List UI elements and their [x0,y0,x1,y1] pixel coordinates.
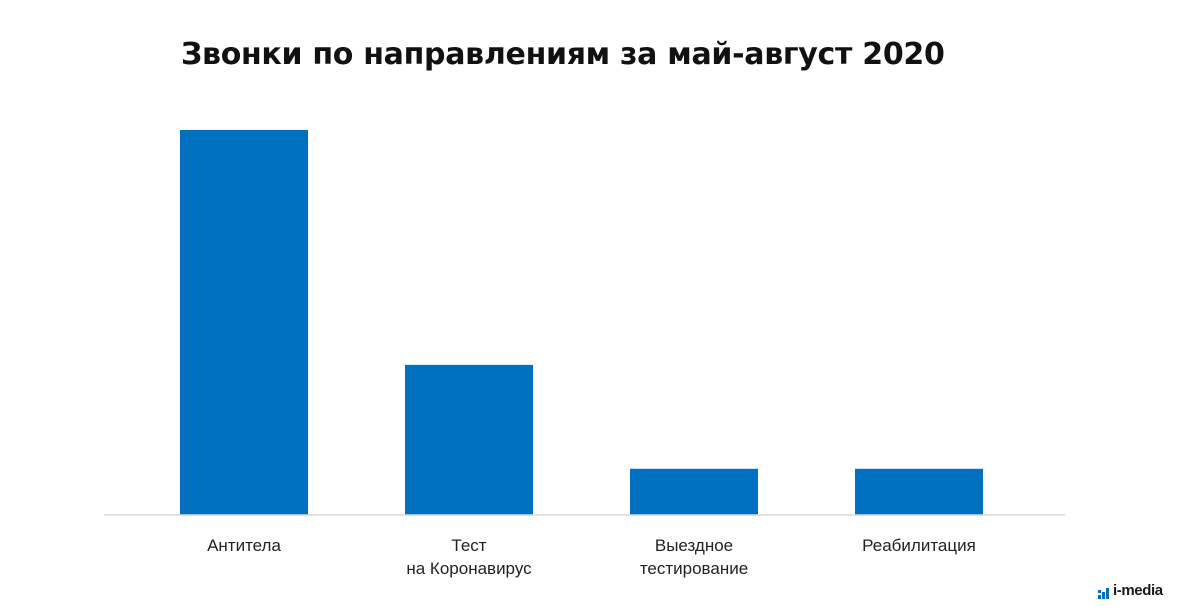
x-tick-label-line: тестирование [640,559,748,578]
x-tick-label-line: Выездное [655,536,733,555]
x-tick-label: Тест на Коронавирус [406,536,532,578]
x-tick-label: Выездное тестирование [640,536,748,578]
bars-group [180,130,983,515]
x-tick-label-line: Реабилитация [862,536,976,555]
bar-chart-icon [1098,588,1109,599]
bar [855,468,983,515]
x-tick-label: Антитела [207,536,281,555]
bar [405,364,533,515]
x-tick-label-line: Тест [451,536,486,555]
x-tick-label-line: на Коронавирус [406,559,532,578]
bar [180,130,308,515]
chart-title: Звонки по направлениям за май-август 202… [181,37,945,72]
bar [630,468,758,515]
x-tick-label-line: Антитела [207,536,281,555]
x-tick-label: Реабилитация [862,536,976,555]
category-labels-group: Антитела Тест на Коронавирус Выездное тестир… [207,536,976,578]
brand-logo-text: i-media [1113,582,1163,599]
